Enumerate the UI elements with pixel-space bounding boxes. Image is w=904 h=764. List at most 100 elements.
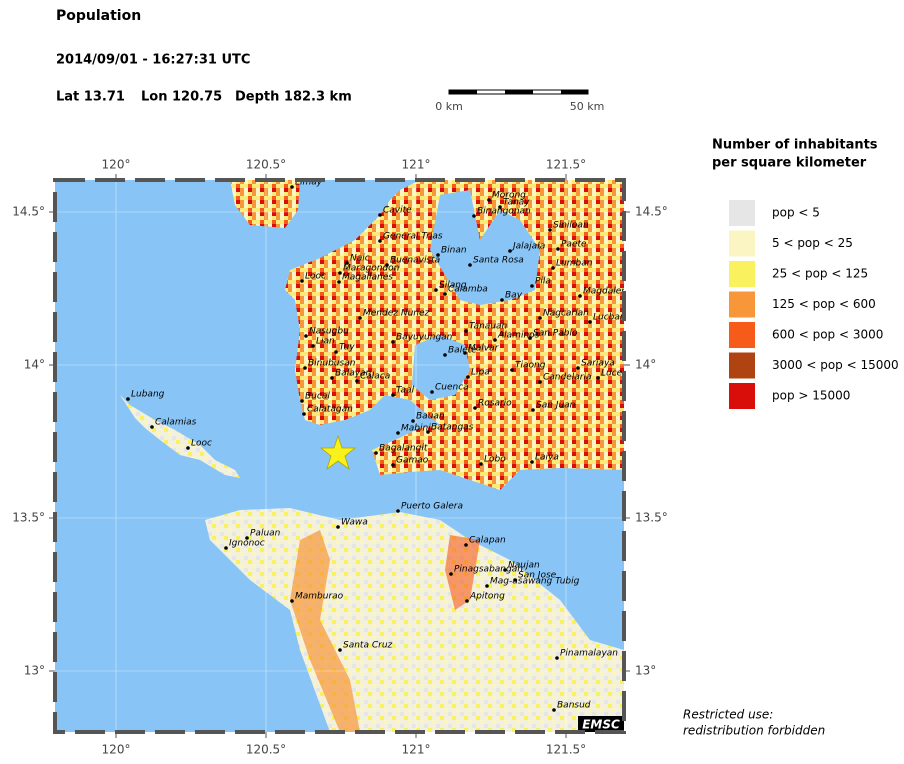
city-label: Lubang (131, 390, 165, 400)
city-dot (150, 425, 154, 429)
city-dot (588, 320, 592, 324)
legend-label: 600 < pop < 3000 (772, 328, 883, 342)
city-label: Bagalangit (379, 444, 428, 454)
depth: Depth 182.3 km (235, 90, 352, 105)
city-dot (500, 298, 504, 302)
city-dot (538, 316, 542, 320)
legend-swatch (729, 200, 755, 226)
city-label: Mag-asawang Tubig (490, 577, 580, 587)
city-label: Nagcarlan (543, 309, 589, 319)
city-label: Maragondon (343, 264, 400, 274)
city-label: Paluan (250, 529, 281, 539)
legend-label: 25 < pop < 125 (772, 267, 868, 281)
city-dot (245, 536, 249, 540)
city-label: Tanay (503, 198, 530, 208)
lon-tick-label: 121.5° (546, 158, 586, 172)
city-dot (510, 368, 514, 372)
legend-label: pop > 15000 (772, 389, 850, 403)
city-label: Santa Rosa (473, 256, 524, 266)
lon-tick-label: 121° (402, 158, 431, 172)
city-dot (337, 280, 341, 284)
city-dot (531, 408, 535, 412)
legend-label: 125 < pop < 600 (772, 297, 876, 311)
city-dot (530, 284, 534, 288)
city-dot (530, 460, 534, 464)
restriction-note: Restricted use: (683, 708, 773, 722)
lon-tick-label: 120° (102, 743, 131, 757)
city-label: Gamao (396, 456, 429, 466)
city-label: Lipa (471, 368, 490, 378)
city-dot (468, 263, 472, 267)
city-dot (576, 366, 580, 370)
city-label: Lucban (593, 313, 626, 323)
city-label: Santa Cruz (343, 641, 393, 651)
city-dot (443, 353, 447, 357)
city-dot (411, 419, 415, 423)
city-dot (391, 340, 395, 344)
city-dot (434, 288, 438, 292)
lat-tick-label: 14.5° (635, 205, 668, 219)
city-label: Naujan (508, 561, 540, 571)
lat-tick-label: 13° (635, 664, 656, 678)
city-label: Rosario (478, 399, 512, 409)
city-dot (358, 316, 362, 320)
city-dot (391, 463, 395, 467)
city-label: Looc (191, 439, 212, 449)
city-dot (479, 462, 483, 466)
legend-swatch (729, 261, 755, 287)
city-label: Paete (561, 240, 587, 250)
legend-swatch (729, 383, 755, 409)
calapan-area (445, 535, 480, 610)
lon-tick-label: 120.5° (246, 743, 286, 757)
city-dot (290, 185, 294, 189)
city-label: Tuy (339, 343, 355, 353)
lon-tick-label: 120.5° (246, 158, 286, 172)
city-dot (596, 376, 600, 380)
city-label: Lucena (601, 369, 633, 379)
city-dot (528, 336, 532, 340)
city-label: Bauan (416, 412, 445, 422)
city-label: Nasugbu (309, 327, 349, 337)
lat-tick-label: 13.5° (635, 511, 668, 525)
city-dot (449, 572, 453, 576)
city-label: Pinagsabangan (454, 565, 523, 575)
city-dot (498, 205, 502, 209)
city-label: Lian (316, 337, 335, 347)
mindoro-west-coast (290, 530, 360, 732)
city-label: San Jose (518, 571, 557, 581)
lon-tick-label: 121° (402, 743, 431, 757)
city-dot (493, 338, 497, 342)
city-label: Silang (439, 281, 467, 291)
city-label: San Pablo (533, 329, 578, 339)
city-dot (338, 648, 342, 652)
emsc-badge (578, 716, 624, 732)
city-label: Magallanes (342, 273, 393, 283)
legend-label: 5 < pop < 25 (772, 236, 853, 250)
legend-label: 3000 < pop < 15000 (772, 358, 899, 372)
epicenter-star (319, 434, 357, 471)
city-dot (464, 543, 468, 547)
city-dot (311, 344, 315, 348)
city-dot (396, 431, 400, 435)
city-label: Puerto Galera (401, 502, 463, 512)
legend-title: Number of inhabitants (712, 138, 878, 153)
city-dot (430, 390, 434, 394)
city-label: Mendez Nunez (363, 309, 430, 319)
city-label: Naic (350, 254, 370, 264)
city-label: Bansud (557, 701, 591, 711)
city-label: Taal (396, 386, 415, 396)
city-dot (436, 253, 440, 257)
city-label: Magdalena (583, 287, 632, 297)
legend-swatch (729, 322, 755, 348)
city-dot (513, 578, 517, 582)
city-label: Bayuyungan (396, 333, 453, 343)
luzon-south (285, 180, 624, 490)
city-dot (300, 399, 304, 403)
city-label: Jalajala (511, 242, 545, 252)
longitude: Lon 120.75 (141, 90, 222, 105)
city-dot (473, 406, 477, 410)
taal-lake (412, 335, 470, 400)
city-label: Balayan (335, 369, 372, 379)
city-dot (396, 509, 400, 513)
